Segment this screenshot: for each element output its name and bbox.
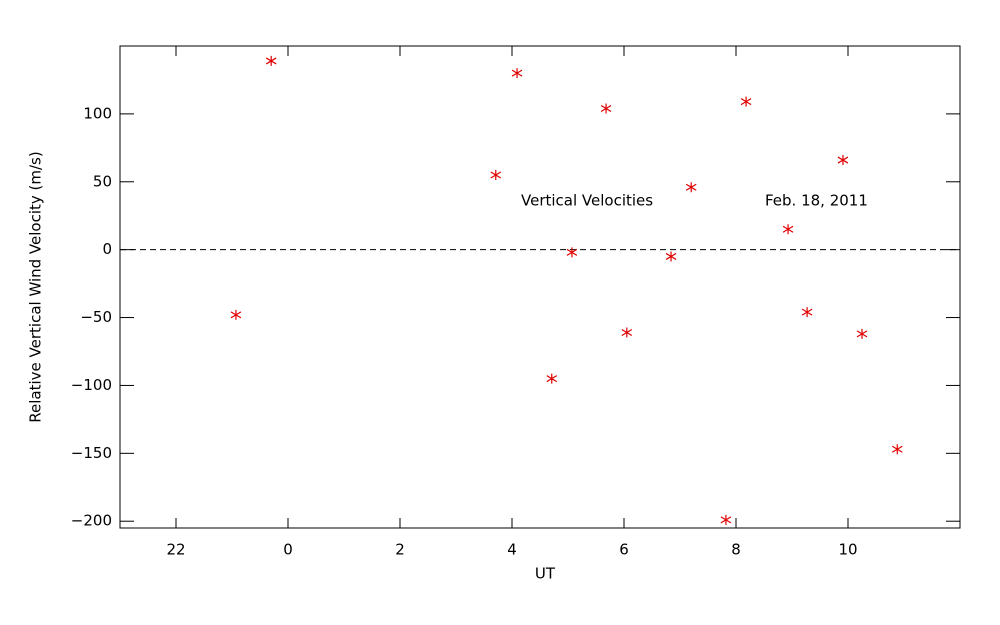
x-tick-label: 10 — [838, 541, 857, 559]
x-axis-label: UT — [535, 565, 556, 583]
data-point — [490, 169, 502, 180]
data-point — [801, 307, 813, 318]
annotation: Feb. 18, 2011 — [765, 192, 868, 210]
data-point — [665, 251, 677, 262]
x-tick-label: 6 — [619, 541, 629, 559]
x-tick-label: 8 — [731, 541, 741, 559]
data-point — [511, 68, 523, 79]
y-tick-label: 100 — [83, 104, 112, 122]
y-tick-label: −200 — [71, 512, 112, 530]
data-point — [720, 514, 732, 525]
x-tick-label: 22 — [166, 541, 185, 559]
data-point — [265, 55, 277, 66]
plot-frame — [119, 45, 961, 529]
x-tick-label: 0 — [283, 541, 293, 559]
y-axis-label: Relative Vertical Wind Velocity (m/s) — [27, 151, 45, 422]
data-point — [600, 103, 612, 114]
y-tick-label: 0 — [102, 240, 112, 258]
data-point — [230, 309, 242, 320]
x-tick-label: 2 — [395, 541, 405, 559]
data-point — [621, 327, 633, 338]
y-tick-label: −100 — [71, 376, 112, 394]
y-tick-label: −150 — [71, 444, 112, 462]
data-point — [546, 373, 558, 384]
y-tick-label: −50 — [80, 308, 112, 326]
y-tick-label: 50 — [93, 172, 112, 190]
x-tick-label: 4 — [507, 541, 517, 559]
data-point — [685, 182, 697, 193]
data-point — [782, 224, 794, 235]
annotation: Vertical Velocities — [521, 192, 653, 210]
data-point — [740, 96, 752, 107]
data-point — [566, 247, 578, 258]
data-point — [856, 328, 868, 339]
data-point — [891, 444, 903, 455]
data-point — [837, 155, 849, 166]
